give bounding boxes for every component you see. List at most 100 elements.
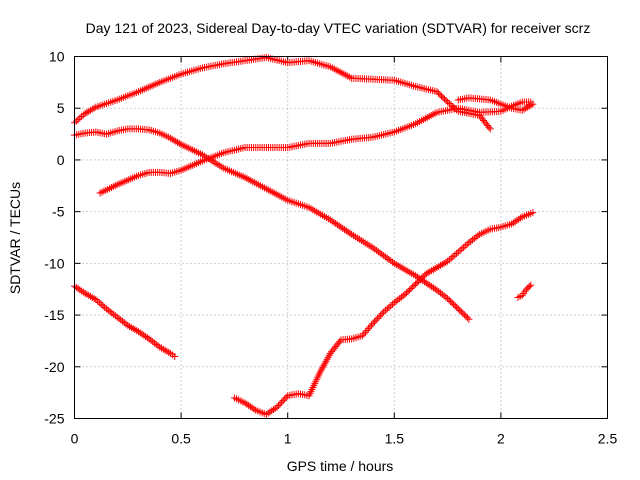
data-point	[143, 334, 151, 342]
data-point	[86, 106, 94, 114]
data-point	[387, 302, 395, 310]
data-point	[416, 276, 424, 284]
data-point	[463, 240, 471, 248]
x-tick-label: 2.5	[598, 431, 618, 447]
data-point	[436, 261, 444, 269]
data-point	[429, 266, 437, 274]
data-point	[525, 102, 533, 110]
data-point	[358, 332, 366, 340]
data-point	[120, 319, 128, 327]
data-point	[472, 233, 480, 241]
data-point	[367, 321, 375, 329]
data-point	[387, 257, 395, 265]
data-point	[175, 139, 183, 147]
data-point	[440, 292, 448, 300]
data-point	[78, 287, 86, 295]
data-point	[248, 404, 256, 412]
x-tick-label: 0	[71, 431, 79, 447]
data-point	[451, 302, 459, 310]
data-point	[104, 306, 112, 314]
data-point	[161, 346, 169, 354]
data-point	[264, 409, 272, 417]
data-point	[439, 94, 447, 102]
data-point	[449, 253, 457, 261]
data-point	[389, 258, 397, 266]
data-point	[389, 300, 397, 308]
data-point	[485, 123, 493, 131]
y-tick-label: 0	[57, 152, 65, 168]
data-point	[83, 290, 91, 298]
data-point	[94, 297, 102, 305]
data-point	[326, 216, 334, 224]
data-point	[152, 340, 160, 348]
data-point	[438, 92, 446, 100]
data-point	[268, 407, 276, 415]
data-point	[108, 309, 116, 317]
data-point	[99, 302, 107, 310]
data-point	[363, 326, 371, 334]
y-tick-label: -15	[44, 307, 64, 323]
data-point	[276, 400, 284, 408]
data-point	[86, 292, 94, 300]
data-point	[97, 300, 105, 308]
data-point	[442, 97, 450, 105]
data-point	[397, 293, 405, 301]
y-tick-label: 5	[57, 100, 65, 116]
data-point	[444, 98, 452, 106]
data-point	[127, 323, 135, 331]
data-point	[459, 309, 467, 317]
data-point	[460, 311, 468, 319]
data-point	[518, 106, 526, 114]
data-point	[346, 229, 354, 237]
data-point	[465, 315, 473, 323]
data-point	[332, 220, 340, 228]
data-point	[412, 272, 420, 280]
data-point	[243, 400, 251, 408]
data-point	[453, 303, 461, 311]
data-point	[95, 299, 103, 307]
data-point	[447, 297, 455, 305]
y-axis-label: SDTVAR / TECUs	[7, 182, 23, 294]
data-point	[383, 254, 391, 262]
y-tick-label: -25	[44, 411, 64, 427]
data-point	[454, 305, 462, 313]
data-point	[424, 280, 432, 288]
series-track-4	[96, 98, 535, 197]
data-point	[511, 218, 519, 226]
data-point	[451, 251, 459, 259]
data-point	[513, 216, 521, 224]
data-point	[412, 280, 420, 288]
data-point	[168, 135, 176, 143]
data-point	[374, 248, 382, 256]
data-point	[399, 292, 407, 300]
data-point	[111, 312, 119, 320]
data-point	[438, 290, 446, 298]
data-point	[448, 299, 456, 307]
data-point	[85, 291, 93, 299]
data-point	[118, 317, 126, 325]
data-point	[74, 116, 82, 124]
data-point	[72, 283, 80, 291]
data-point	[85, 107, 93, 115]
data-point	[383, 305, 391, 313]
data-point	[246, 403, 254, 411]
data-point	[527, 281, 535, 289]
data-point	[435, 262, 443, 270]
data-point	[101, 303, 109, 311]
data-point	[468, 236, 476, 244]
data-point	[438, 260, 446, 268]
data-point	[115, 315, 123, 323]
y-tick-label: -5	[52, 204, 65, 220]
data-point	[434, 89, 442, 97]
data-point	[150, 339, 158, 347]
data-point	[79, 111, 87, 119]
data-point	[452, 250, 460, 258]
x-tick-label: 2	[497, 431, 505, 447]
data-point	[421, 278, 429, 286]
data-point	[435, 288, 443, 296]
data-point	[83, 108, 91, 116]
data-point	[378, 250, 386, 258]
data-point	[250, 405, 258, 413]
data-point	[396, 295, 404, 303]
